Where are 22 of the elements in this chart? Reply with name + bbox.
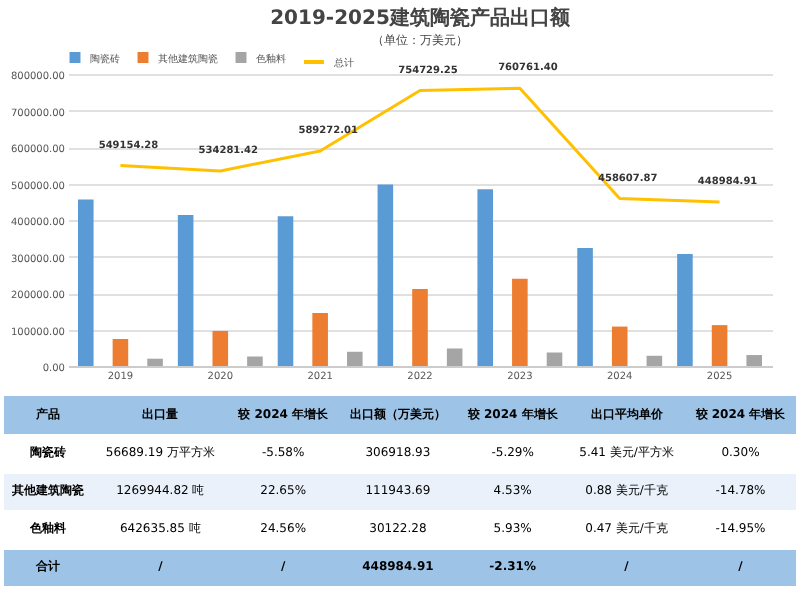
bar bbox=[346, 351, 363, 366]
bar bbox=[546, 352, 563, 366]
bar bbox=[577, 248, 593, 366]
chart-title: 2019-2025建筑陶瓷产品出口额 bbox=[270, 6, 572, 30]
bar bbox=[277, 216, 294, 366]
bar bbox=[377, 184, 394, 366]
bar bbox=[477, 189, 494, 366]
bar bbox=[212, 330, 229, 366]
bar bbox=[147, 358, 163, 366]
bar bbox=[177, 214, 194, 366]
bar bbox=[247, 356, 263, 366]
bar bbox=[512, 278, 528, 366]
bar bbox=[412, 288, 428, 366]
bar bbox=[112, 338, 129, 366]
bar bbox=[677, 253, 693, 366]
bar bbox=[711, 325, 728, 366]
bar bbox=[611, 326, 628, 366]
bar bbox=[312, 313, 328, 366]
bar bbox=[746, 355, 763, 366]
bar bbox=[446, 348, 463, 366]
bar bbox=[646, 355, 663, 366]
bar bbox=[77, 199, 94, 366]
